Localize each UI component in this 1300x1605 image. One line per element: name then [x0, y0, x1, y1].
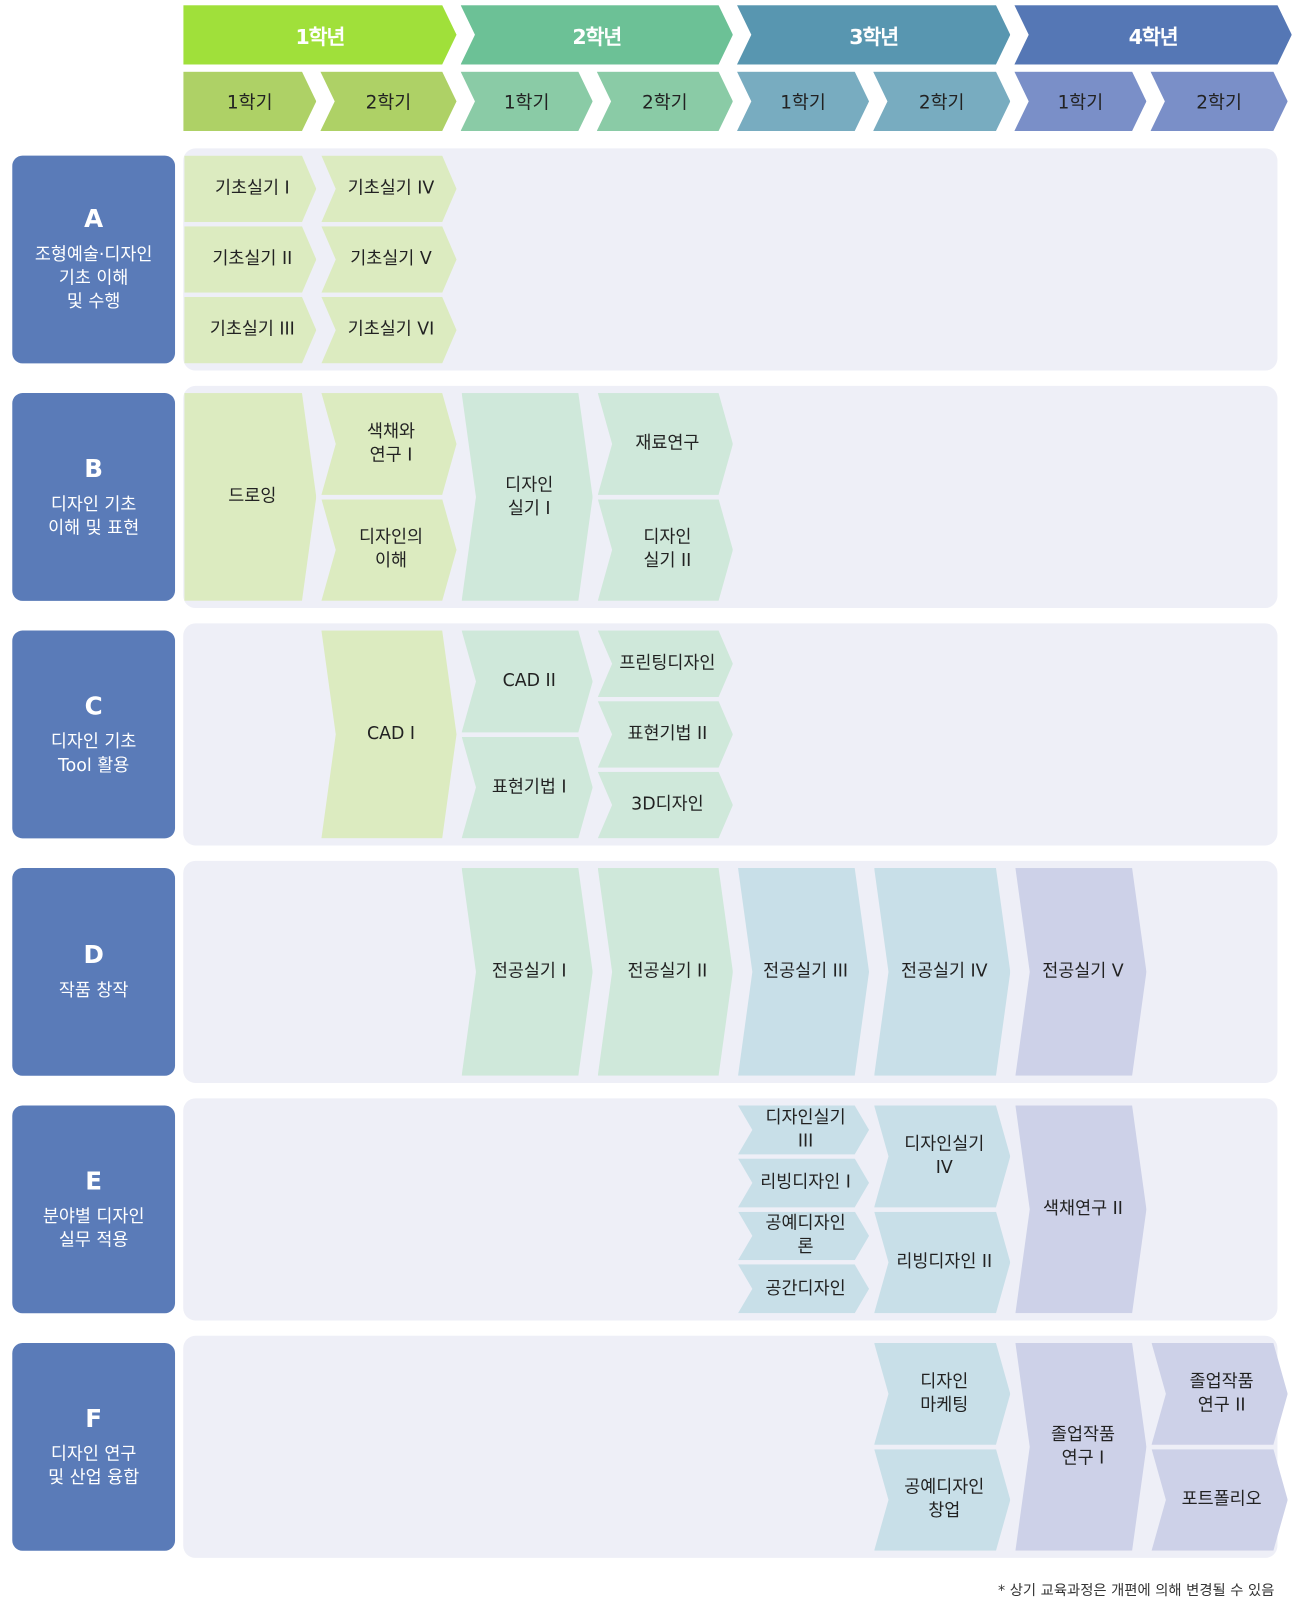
category-label-d: D 작품 창작	[12, 868, 176, 1076]
category-description: 조형예술·디자인 기초 이해 및 수행	[34, 244, 153, 313]
course-box: 기초실기 VI	[321, 297, 456, 364]
course-box: 색채연구 II	[1015, 1105, 1146, 1313]
year-header-4: 4학년	[1014, 5, 1291, 64]
course-box: 전공실기 IV	[874, 868, 1010, 1076]
course-box: 전공실기 V	[1015, 868, 1146, 1076]
semester-header-5: 1학기	[737, 72, 869, 131]
course-box: 표현기법 II	[598, 701, 733, 768]
semester-header-3: 1학기	[461, 72, 593, 131]
course-box: 디자인실기 III	[738, 1105, 869, 1154]
category-label-e: E 분야별 디자인 실무 적용	[12, 1105, 176, 1314]
course-box: 디자인실기 IV	[874, 1105, 1010, 1207]
course-box: 졸업작품 연구 II	[1152, 1343, 1288, 1445]
category-letter: A	[84, 204, 104, 234]
semester-header-1: 1학기	[183, 72, 316, 131]
footnote: * 상기 교육과정은 개편에 의해 변경될 수 있음	[998, 1582, 1275, 1599]
semester-header-2: 2학기	[320, 72, 456, 131]
course-box: 기초실기 IV	[321, 156, 456, 223]
category-letter: F	[85, 1403, 103, 1433]
course-box: 공간디자인	[738, 1264, 869, 1313]
category-letter: C	[84, 691, 103, 721]
course-box: 3D디자인	[598, 772, 733, 839]
course-box: 전공실기 II	[598, 868, 733, 1076]
course-box: CAD I	[321, 631, 456, 839]
category-label-c: C 디자인 기초 Tool 활용	[12, 630, 176, 839]
category-label-a: A 조형예술·디자인 기초 이해 및 수행	[12, 155, 176, 364]
course-box: 프린팅디자인	[598, 631, 733, 698]
course-box: 디자인 마케팅	[874, 1343, 1010, 1445]
year-header-2: 2학년	[461, 5, 733, 64]
course-box: 표현기법 I	[462, 736, 593, 838]
course-box: 포트폴리오	[1152, 1449, 1288, 1551]
category-description: 분야별 디자인 실무 적용	[42, 1206, 145, 1251]
semester-header-4: 2학기	[597, 72, 733, 131]
course-box: 기초실기 I	[184, 156, 316, 223]
course-box: 기초실기 III	[184, 297, 316, 364]
category-description: 작품 창작	[58, 980, 129, 1002]
course-box: 드로잉	[184, 393, 316, 601]
course-box: 전공실기 I	[462, 868, 593, 1076]
category-letter: D	[83, 940, 104, 970]
course-box: 재료연구	[598, 393, 733, 495]
course-box: 기초실기 V	[321, 226, 456, 293]
course-box: 졸업작품 연구 I	[1015, 1343, 1146, 1551]
category-label-b: B 디자인 기초 이해 및 표현	[12, 393, 176, 601]
category-description: 디자인 기초 이해 및 표현	[48, 493, 140, 538]
course-box: 공예디자인론	[738, 1211, 869, 1260]
course-box: 디자인 실기 I	[462, 393, 593, 601]
course-box: 리빙디자인 II	[874, 1211, 1010, 1313]
semester-header-8: 2학기	[1151, 72, 1288, 131]
course-box: 색채와 연구 I	[321, 393, 456, 495]
category-description: 디자인 연구 및 산업 융합	[48, 1443, 140, 1488]
course-box: 공예디자인 창업	[874, 1449, 1010, 1551]
category-letter: E	[85, 1166, 103, 1196]
semester-header-7: 1학기	[1014, 72, 1146, 131]
category-label-f: F 디자인 연구 및 산업 융합	[12, 1342, 176, 1551]
course-box: CAD II	[462, 631, 593, 733]
course-box: 기초실기 II	[184, 226, 316, 293]
semester-header-6: 2학기	[873, 72, 1010, 131]
course-box: 디자인 실기 II	[598, 499, 733, 601]
course-box: 전공실기 III	[738, 868, 869, 1076]
year-header-1: 1학년	[183, 5, 456, 64]
year-header-3: 3학년	[737, 5, 1010, 64]
course-box: 디자인의 이해	[321, 499, 456, 601]
category-description: 디자인 기초 Tool 활용	[50, 731, 137, 776]
course-box: 리빙디자인 I	[738, 1158, 869, 1207]
category-letter: B	[84, 453, 104, 483]
